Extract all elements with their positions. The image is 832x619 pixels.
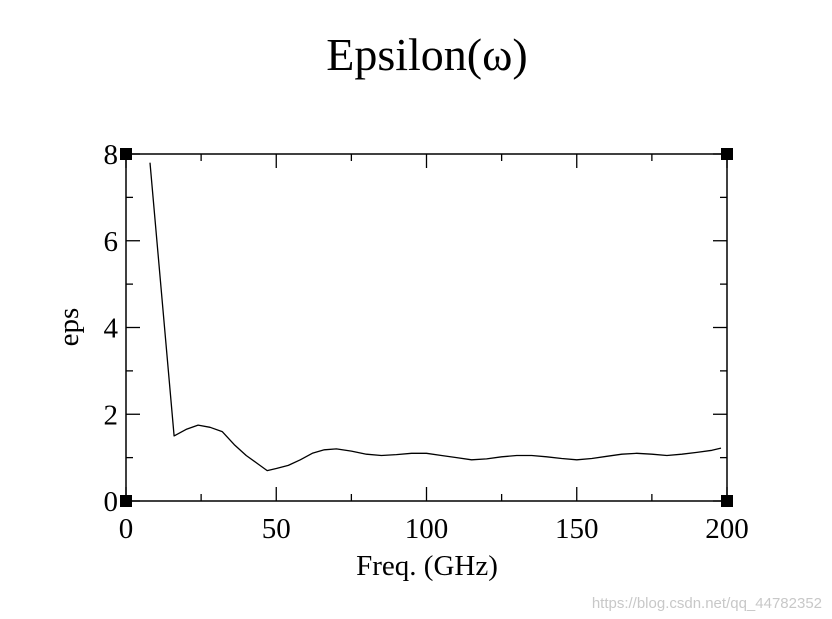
- x-tick-label: 0: [119, 513, 134, 545]
- watermark-text: https://blog.csdn.net/qq_44782352: [592, 595, 822, 612]
- x-tick-label: 100: [405, 513, 449, 545]
- y-tick-label: 8: [104, 139, 119, 171]
- y-tick-label: 2: [104, 399, 119, 431]
- plot-area: 0 50 100 150 200 0 2 4 6 8: [104, 139, 749, 545]
- corner-handle: [120, 495, 132, 507]
- y-axis-label: eps: [53, 308, 85, 347]
- chart-title: Epsilon(ω): [326, 29, 527, 80]
- series-line: [149, 162, 722, 472]
- x-tick-label: 150: [555, 513, 599, 545]
- x-tick-label: 200: [705, 513, 749, 545]
- y-tick-label: 0: [104, 486, 119, 518]
- x-axis-label: Freq. (GHz): [356, 550, 498, 582]
- corner-handle: [120, 148, 132, 160]
- corner-handle: [721, 495, 733, 507]
- corner-handle: [721, 148, 733, 160]
- y-tick-label: 4: [104, 313, 119, 345]
- x-tick-label: 50: [262, 513, 291, 545]
- plot-frame: [125, 153, 728, 502]
- y-tick-label: 6: [104, 226, 119, 258]
